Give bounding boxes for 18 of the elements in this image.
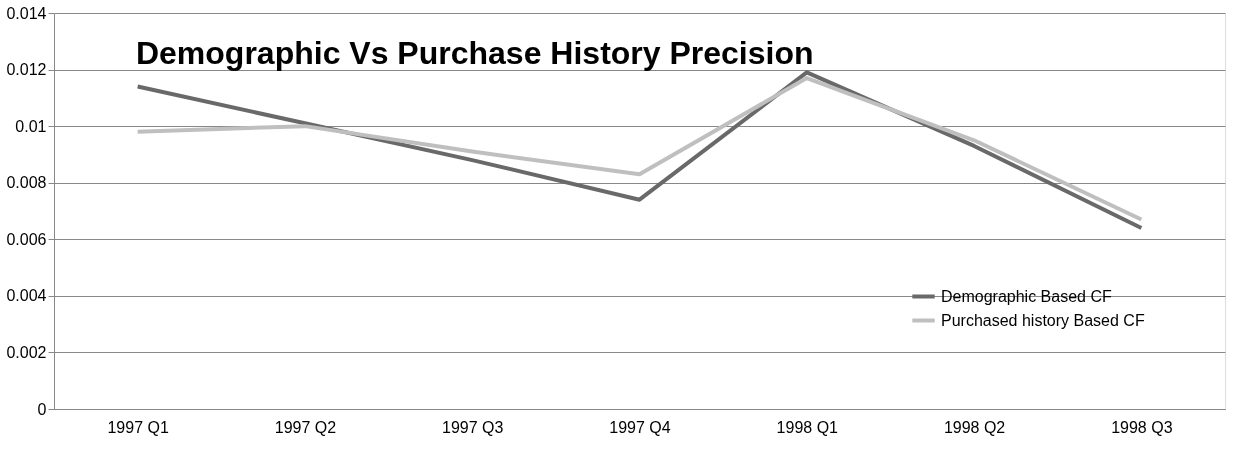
x-tick-label: 1998 Q1 xyxy=(776,418,839,436)
y-tick-label: 0.004 xyxy=(6,287,47,305)
y-tick-label: 0.01 xyxy=(15,117,47,135)
x-tick-label: 1997 Q2 xyxy=(274,418,337,436)
y-tick-label: 0.006 xyxy=(6,230,47,248)
y-tick-label: 0 xyxy=(37,400,47,418)
y-tick-label: 0.012 xyxy=(6,61,47,79)
y-tick-label: 0.002 xyxy=(6,343,47,361)
x-tick-label: 1998 Q2 xyxy=(943,418,1006,436)
x-tick-label: 1998 Q3 xyxy=(1111,418,1173,436)
y-tick-label: 0.008 xyxy=(6,174,47,192)
text: Demographic Vs Purchase History Precision xyxy=(135,35,814,71)
x-tick-label: 1997 Q3 xyxy=(442,418,504,436)
x-tick-label: 1997 Q1 xyxy=(107,418,169,436)
legend-label: Demographic Based CF xyxy=(941,287,1112,305)
y-tick-label: 0.014 xyxy=(6,4,47,22)
legend-label: Purchased history Based CF xyxy=(941,311,1145,329)
x-tick-label: 1997 Q4 xyxy=(609,418,671,436)
